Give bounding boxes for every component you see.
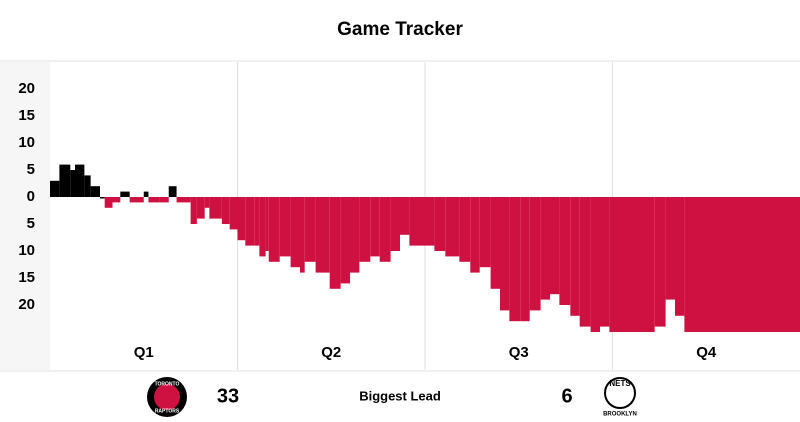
lead-step — [259, 197, 266, 257]
title: Game Tracker — [337, 19, 463, 40]
logo-text: TORONTO — [155, 381, 180, 387]
logo-text: BROOKLYN — [603, 412, 637, 418]
lead-step — [84, 175, 91, 197]
lead-step — [500, 197, 510, 311]
lead-step — [340, 197, 350, 284]
lead-step — [425, 197, 435, 246]
logo-text: RAPTORS — [155, 408, 180, 414]
lead-step — [176, 197, 191, 203]
lead-step — [143, 191, 149, 197]
lead-step — [665, 197, 675, 300]
lead-step — [268, 197, 280, 262]
lead-step — [70, 170, 75, 197]
lead-step — [520, 197, 530, 322]
home-logo: TORONTO RAPTORS — [147, 377, 187, 417]
lead-step — [370, 197, 380, 257]
lead-step — [100, 197, 105, 199]
y-tick-label: 20 — [18, 296, 35, 313]
lead-step — [315, 197, 330, 273]
lead-step — [409, 197, 425, 246]
lead-step — [190, 197, 197, 224]
lead-step — [559, 197, 571, 305]
lead-step — [654, 197, 666, 327]
quarter-label: Q3 — [509, 344, 529, 361]
y-tick-label: 0 — [27, 188, 35, 205]
lead-step — [148, 197, 160, 203]
lead-step — [600, 197, 610, 327]
lead-step — [204, 197, 210, 208]
lead-step — [245, 197, 255, 246]
y-gutter — [0, 62, 50, 370]
quarter-label: Q1 — [134, 344, 154, 361]
lead-step — [400, 197, 410, 235]
lead-step — [390, 197, 400, 251]
lead-step — [490, 197, 500, 289]
lead-step — [359, 197, 371, 262]
lead-step — [50, 180, 60, 197]
lead-step — [90, 186, 100, 197]
lead-step — [509, 197, 521, 322]
y-tick-label: 20 — [18, 80, 35, 97]
lead-step — [675, 197, 685, 316]
lead-step — [104, 197, 113, 208]
y-tick-label: 5 — [27, 161, 35, 178]
lead-step — [684, 197, 800, 332]
lead-step — [75, 164, 85, 197]
lead-step — [290, 197, 300, 268]
lead-step — [479, 197, 491, 268]
lead-step — [265, 197, 269, 251]
lead-step — [112, 197, 121, 203]
lead-step — [350, 197, 360, 273]
lead-step — [196, 197, 205, 219]
lead-step — [434, 197, 446, 251]
lead-step — [329, 197, 341, 289]
lead-step — [609, 197, 655, 332]
lead-step — [570, 197, 580, 316]
lead-step — [221, 197, 230, 224]
plot: 20 15 10 5 0 5 10 15 20 Q1 Q2 Q3 Q4 — [18, 62, 800, 370]
y-tick-label: 5 — [27, 215, 35, 232]
lead-step — [590, 197, 600, 332]
lead-step — [237, 197, 246, 241]
logo-inner — [154, 384, 180, 410]
y-tick-label: 10 — [18, 134, 35, 151]
away-logo: NETS BROOKLYN — [603, 377, 637, 418]
lead-step — [445, 197, 460, 257]
lead-step — [379, 197, 391, 262]
away-lead: 6 — [561, 385, 572, 407]
lead-step — [129, 197, 144, 203]
quarter-label: Q2 — [321, 344, 341, 361]
lead-step — [300, 197, 305, 273]
lead-step — [229, 197, 238, 230]
lead-step — [550, 197, 560, 295]
lead-step — [470, 197, 480, 273]
lead-label: Biggest Lead — [359, 388, 441, 403]
quarter-label: Q4 — [696, 344, 717, 361]
lead-step — [254, 197, 260, 246]
lead-step — [120, 191, 130, 197]
lead-step — [529, 197, 541, 311]
y-tick-label: 15 — [18, 107, 35, 124]
lead-step — [579, 197, 591, 327]
lead-step — [59, 164, 71, 197]
lead-step — [159, 197, 169, 203]
y-tick-label: 10 — [18, 242, 35, 259]
lead-step — [209, 197, 222, 219]
lead-step — [540, 197, 550, 300]
logo-text: NETS — [609, 379, 631, 388]
lead-step — [304, 197, 316, 262]
y-tick-label: 15 — [18, 269, 35, 286]
lead-step — [168, 186, 177, 197]
lead-step — [279, 197, 291, 257]
home-lead: 33 — [217, 385, 239, 407]
logo-circle — [604, 377, 636, 409]
lead-step — [459, 197, 471, 262]
